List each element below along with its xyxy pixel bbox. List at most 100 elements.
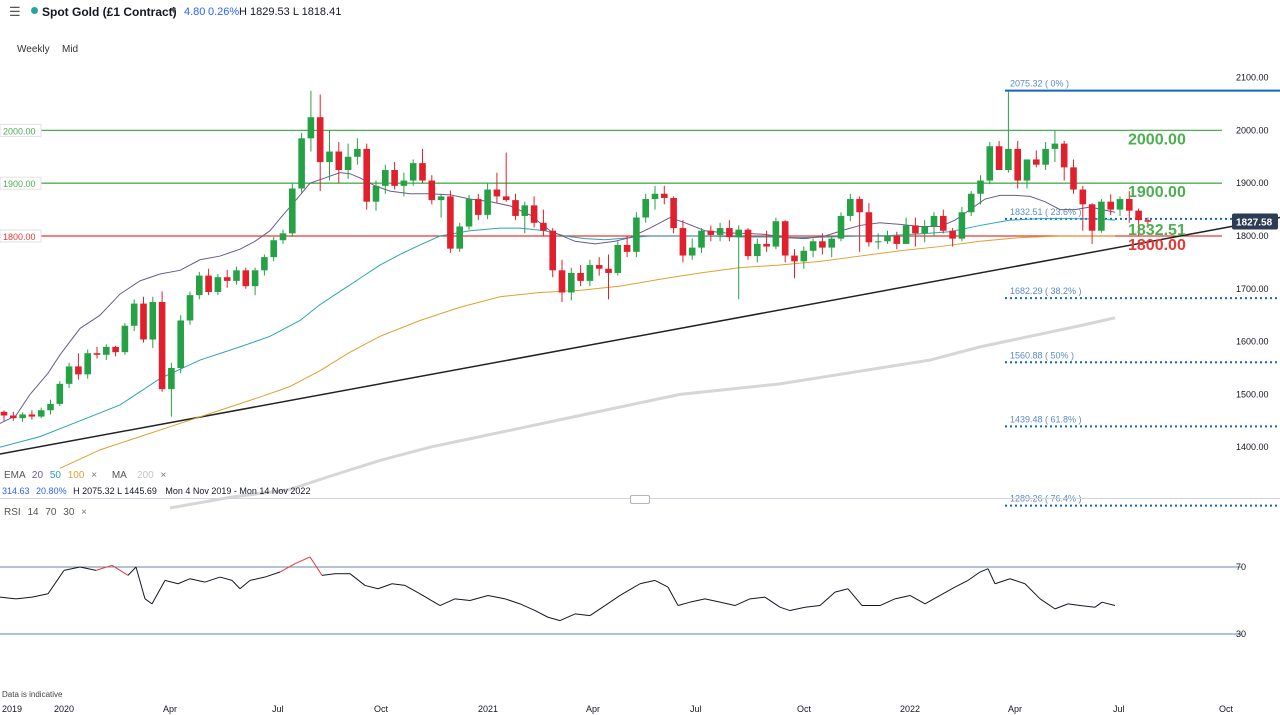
candle-body — [512, 200, 519, 216]
rsi-segment — [804, 605, 821, 608]
rsi-segment — [164, 579, 179, 585]
level-right-label: 2000.00 — [1128, 131, 1186, 148]
candle-body — [493, 189, 501, 197]
rsi-segment — [404, 584, 421, 595]
interval-weekly[interactable]: Weekly — [17, 44, 50, 55]
candle-body — [121, 325, 129, 353]
rsi-segment — [309, 556, 323, 576]
candle-body — [47, 403, 54, 411]
rsi-upper: 70 — [45, 507, 57, 518]
caret-down-icon[interactable]: ▼ — [169, 5, 178, 15]
rsi-lower: 30 — [63, 507, 75, 518]
rsi-segment — [487, 594, 506, 600]
hamburger-icon[interactable]: ☰ — [9, 4, 21, 19]
candle-body — [316, 117, 324, 163]
candle-body — [1014, 148, 1021, 181]
rsi-segment — [574, 613, 591, 617]
candle-body — [93, 353, 101, 355]
candle-body — [828, 238, 835, 248]
candle-body — [335, 151, 343, 170]
candle-body — [791, 255, 798, 262]
rsi-segment — [231, 580, 241, 590]
rsi-segment — [734, 598, 751, 606]
candle-body — [977, 180, 984, 194]
x-tick-label: Apr — [163, 704, 177, 714]
rsi-segment — [749, 596, 766, 600]
x-tick-label: 2022 — [900, 704, 920, 714]
rsi-legend[interactable]: RSI 14 70 30 × — [4, 507, 87, 518]
rsi-segment — [1024, 583, 1041, 600]
stat-change: 314.63 — [2, 486, 30, 496]
fib-label: 1560.88 ( 50% ) — [1010, 350, 1074, 360]
candle-body — [744, 229, 752, 257]
rsi-segment — [135, 566, 146, 599]
candle-body — [456, 226, 463, 249]
candle-body — [261, 257, 268, 271]
last-price-label: 1827.58 — [1236, 217, 1273, 228]
candle-body — [447, 196, 454, 249]
pane-resize-handle[interactable] — [630, 495, 650, 504]
candle-body — [707, 230, 715, 235]
candle-body — [428, 180, 436, 201]
rsi-segment — [704, 598, 721, 603]
candle-body — [75, 366, 82, 375]
candle-body — [856, 199, 863, 213]
rsi-segment — [924, 595, 941, 605]
candle-body — [912, 225, 919, 234]
rsi-tick-label: 70 — [1236, 562, 1246, 572]
candle-body — [688, 247, 696, 256]
candle-body — [186, 295, 194, 321]
fib-label: 2075.32 ( 0% ) — [1010, 79, 1069, 89]
rsi-segment — [939, 586, 956, 596]
interval-mid[interactable]: Mid — [62, 44, 79, 55]
rsi-tick-label: 30 — [1236, 629, 1246, 639]
ma-label: MA — [111, 470, 127, 481]
ma200-line — [169, 316, 1116, 510]
rsi-segment — [377, 583, 393, 590]
x-tick-label: Oct — [374, 704, 389, 714]
candle-body — [902, 225, 910, 244]
close-icon[interactable]: × — [91, 470, 98, 481]
rsi-segment — [63, 566, 81, 571]
close-icon[interactable]: × — [160, 470, 167, 481]
candle-body — [837, 215, 845, 239]
candle-body — [1023, 159, 1031, 181]
y-tick-label: 1400.00 — [1236, 442, 1269, 452]
stat-high-low: H 2075.32 L 1445.69 — [73, 486, 157, 496]
candle-body — [1107, 201, 1114, 210]
rsi-segment — [677, 601, 691, 607]
rsi-segment — [1039, 598, 1056, 610]
rsi-segment — [819, 591, 836, 606]
candle-body — [874, 241, 882, 243]
ema100-line — [59, 235, 1115, 469]
y-tick-label: 1600.00 — [1236, 337, 1269, 347]
rsi-segment — [111, 564, 129, 576]
x-tick-label: Oct — [1219, 704, 1234, 714]
close-icon[interactable]: × — [81, 507, 88, 518]
candle-body — [409, 163, 417, 181]
candle-body — [465, 199, 473, 227]
candle-body — [400, 180, 408, 186]
price-change-pct: 0.26% — [208, 6, 240, 18]
rsi-segment — [321, 573, 336, 576]
symbol-name[interactable]: Spot Gold (£1 Contract) — [42, 5, 177, 19]
ema-legend[interactable]: EMA 20 50 100 × MA 200 × — [4, 470, 166, 481]
rsi-segment — [639, 579, 656, 585]
rsi-segment — [654, 579, 669, 588]
rsi-segment — [151, 580, 166, 605]
rsi-segment — [249, 576, 266, 581]
rsi-segment — [619, 583, 641, 596]
candle-body — [298, 138, 305, 189]
high-low: H 1829.53 L 1818.41 — [239, 6, 342, 18]
candle-body — [726, 228, 733, 238]
candle-body — [56, 383, 64, 404]
candle-body — [540, 222, 547, 231]
fib-label: 1682.29 ( 38.2% ) — [1010, 286, 1082, 296]
candle-body — [1070, 167, 1077, 190]
candle-body — [763, 243, 770, 247]
candle-body — [84, 353, 91, 375]
candle-body — [642, 199, 649, 218]
rsi-segment — [439, 598, 456, 606]
candle-body — [65, 366, 73, 384]
